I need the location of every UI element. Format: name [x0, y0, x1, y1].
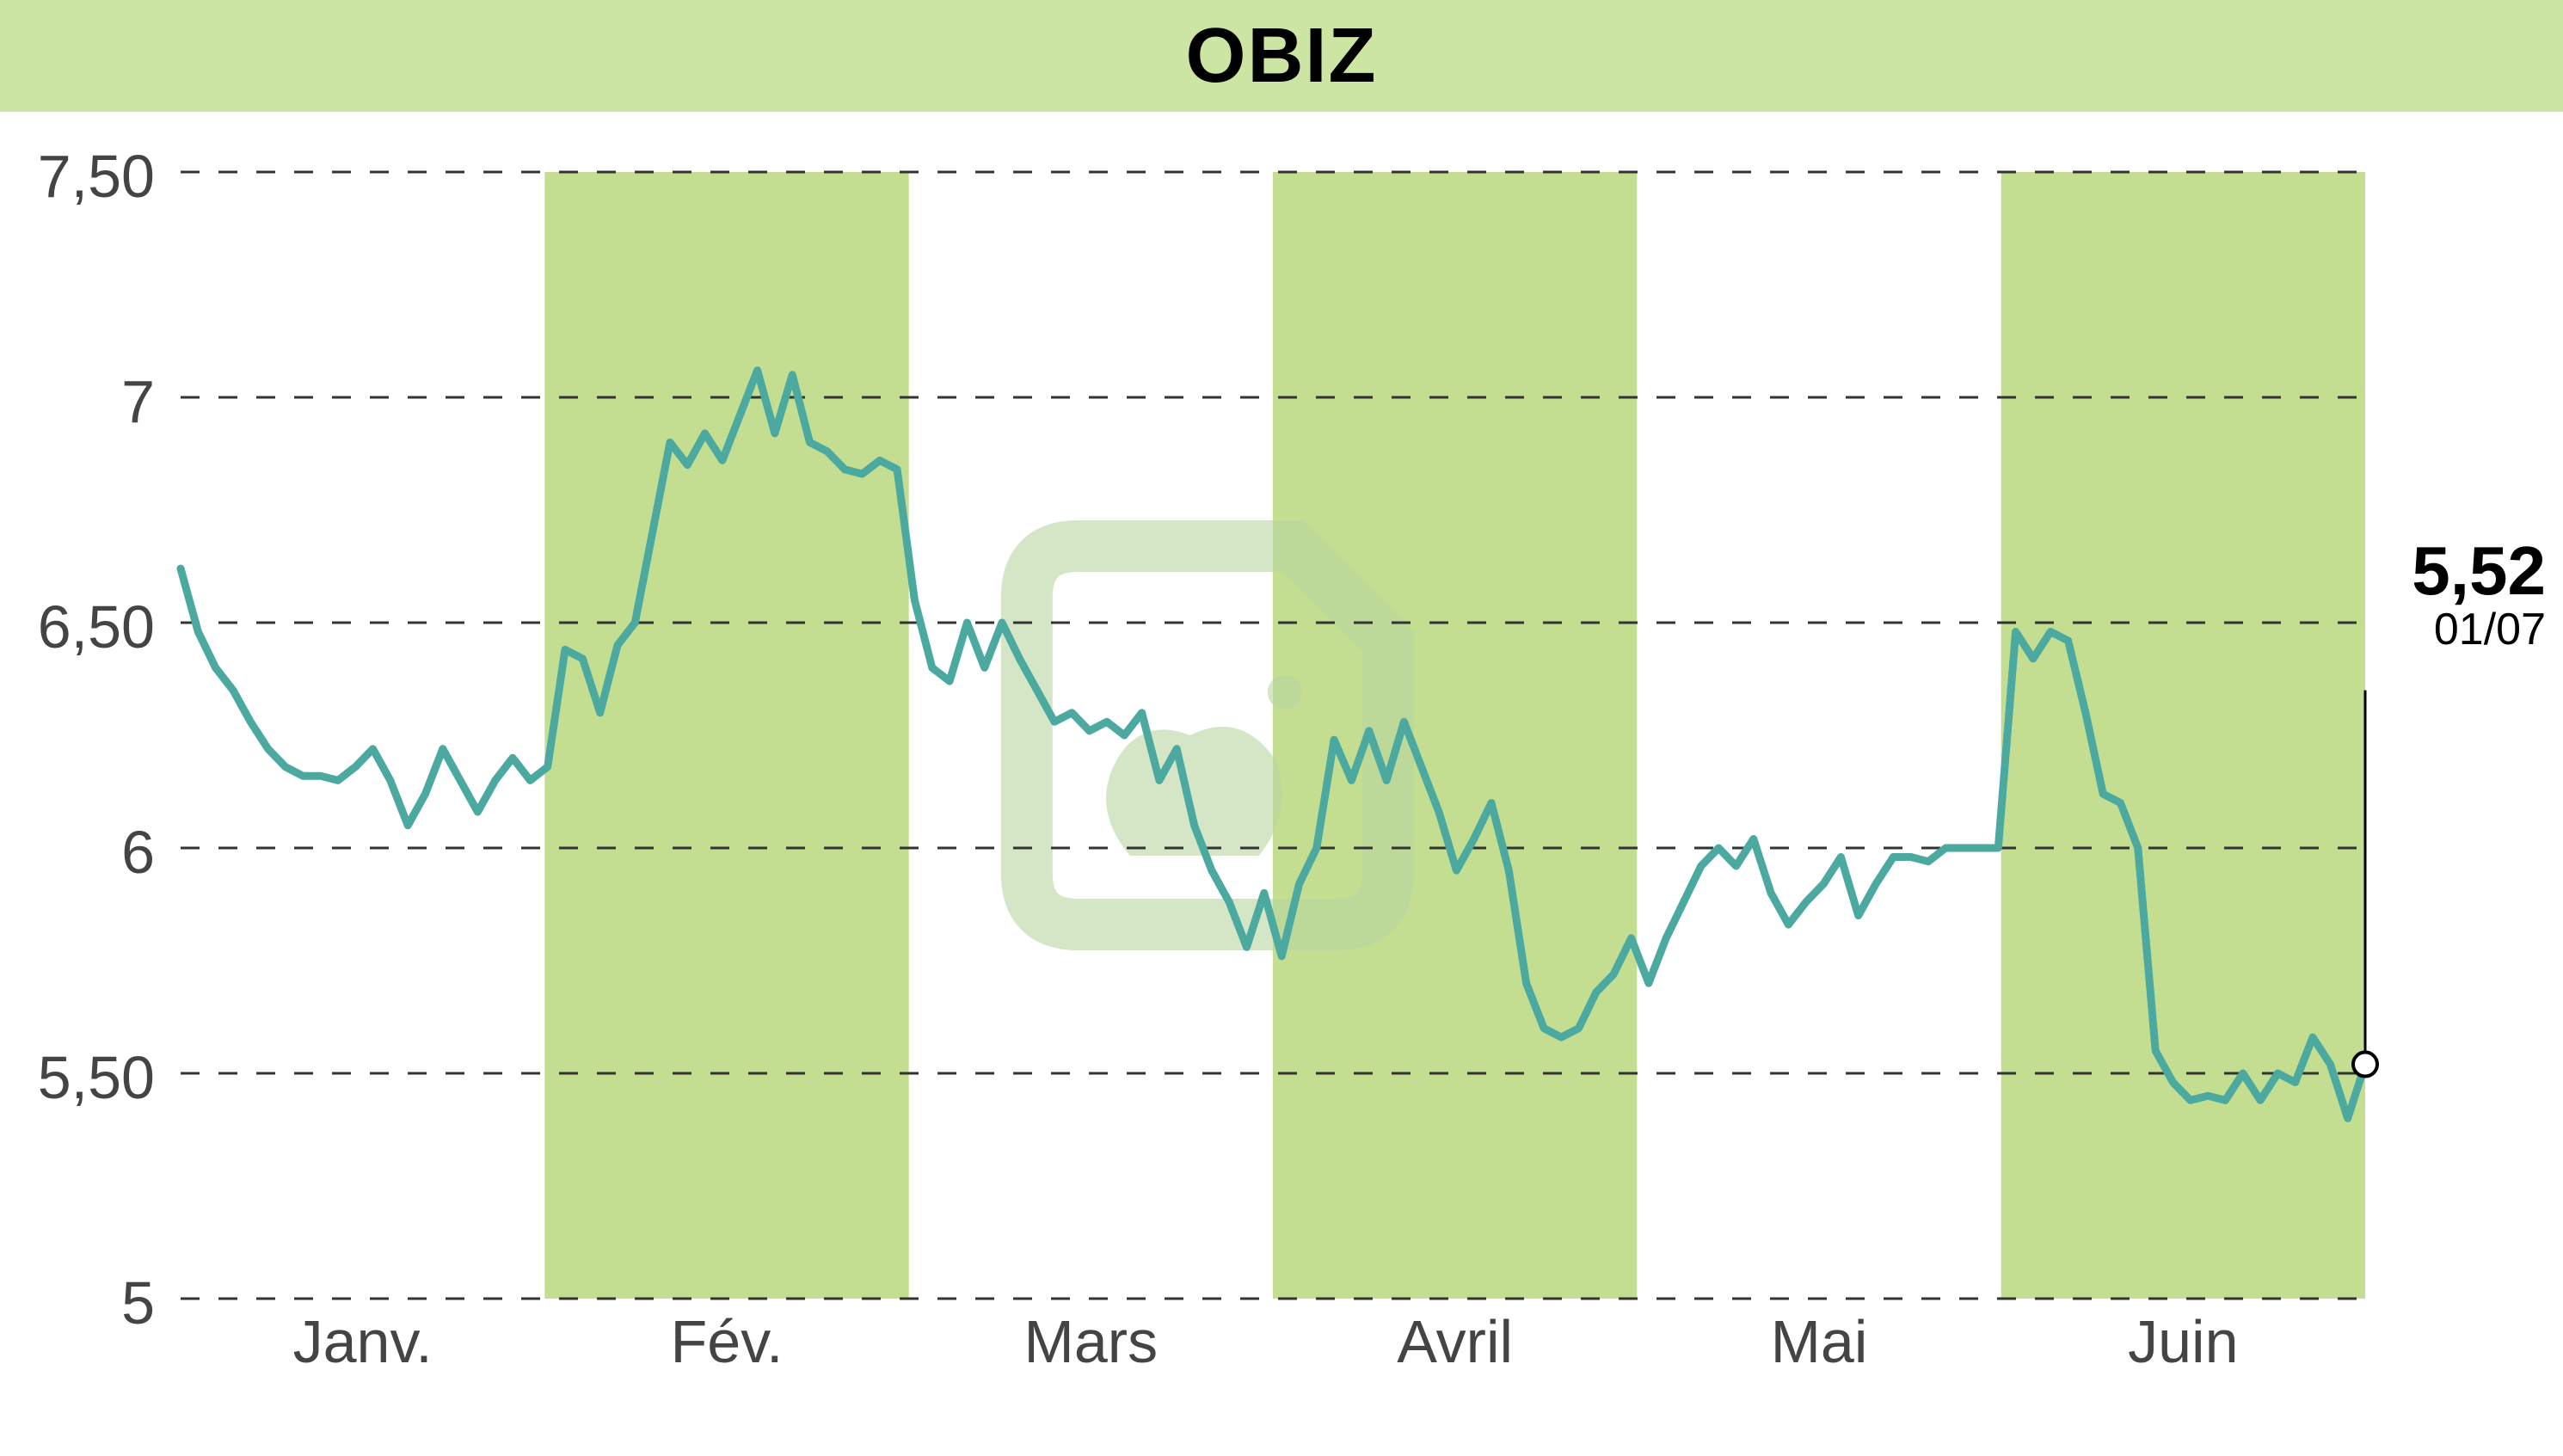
x-axis-label: Mars	[909, 1307, 1273, 1376]
final-value-label: 5,52	[2357, 531, 2546, 611]
y-axis-label: 5	[0, 1269, 155, 1337]
final-date-label: 01/07	[2357, 604, 2546, 655]
month-band	[1273, 172, 1637, 1299]
x-axis-label: Janv.	[181, 1307, 544, 1376]
y-axis-label: 7,50	[0, 142, 155, 211]
y-axis-label: 7	[0, 367, 155, 436]
x-axis-label: Juin	[2001, 1307, 2365, 1376]
month-band	[544, 172, 908, 1299]
x-axis-label: Mai	[1637, 1307, 2001, 1376]
chart-title: OBIZ	[0, 0, 2563, 112]
y-axis-label: 5,50	[0, 1043, 155, 1112]
x-axis-label: Avril	[1273, 1307, 1637, 1376]
y-axis-label: 6,50	[0, 593, 155, 661]
month-band	[2001, 172, 2365, 1299]
final-point-marker	[2353, 1053, 2377, 1077]
chart-svg	[0, 112, 2563, 1456]
y-axis-label: 6	[0, 818, 155, 887]
chart-container: 5 5,50 6 6,50 7 7,50 Janv.Fév.MarsAvrilMaiJuin…	[0, 112, 2563, 1456]
x-axis-label: Fév.	[544, 1307, 908, 1376]
